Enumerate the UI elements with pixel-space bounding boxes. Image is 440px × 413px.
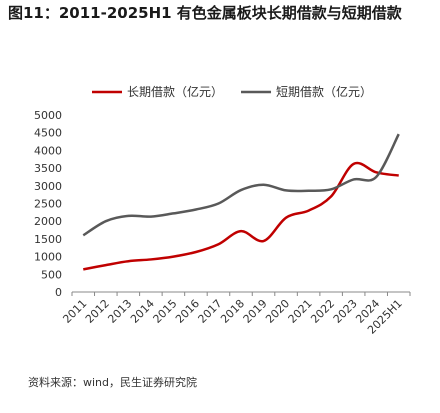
- x-tick-label: 2011: [60, 297, 89, 326]
- line-series: [82, 133, 400, 237]
- x-tick-label: 2016: [173, 297, 202, 326]
- x-tick-label: 2019: [241, 297, 270, 326]
- x-tick-label: 2023: [331, 297, 360, 326]
- y-tick-label: 0: [55, 286, 62, 299]
- y-tick-label: 1500: [34, 233, 62, 246]
- y-tick-label: 500: [41, 268, 62, 281]
- y-tick-label: 4500: [34, 127, 62, 140]
- legend-label: 长期借款（亿元）: [127, 84, 223, 99]
- y-tick-label: 3000: [34, 180, 62, 193]
- x-tick-label: 2012: [83, 297, 112, 326]
- y-tick-label: 2000: [34, 215, 62, 228]
- source-note: 资料来源：wind，民生证券研究院: [28, 376, 198, 389]
- x-tick-label: 2020: [263, 297, 292, 326]
- y-tick-label: 1000: [34, 251, 62, 264]
- y-tick-label: 2500: [34, 198, 62, 211]
- y-tick-label: 5000: [34, 109, 62, 122]
- legend-label: 短期借款（亿元）: [276, 84, 372, 99]
- x-tick-label: 2014: [128, 297, 157, 326]
- x-tick-label: 2015: [151, 297, 180, 326]
- x-tick-label: 2021: [286, 297, 315, 326]
- x-tick-label: 2017: [196, 297, 225, 326]
- x-tick-label: 2022: [308, 297, 337, 326]
- y-tick-label: 3500: [34, 162, 62, 175]
- line-series: [83, 161, 399, 271]
- x-tick-label: 2018: [218, 297, 247, 326]
- x-tick-label: 2013: [105, 297, 134, 326]
- chart-title: 图11：2011-2025H1 有色金属板块长期借款与短期借款: [8, 4, 402, 22]
- y-tick-label: 4000: [34, 144, 62, 157]
